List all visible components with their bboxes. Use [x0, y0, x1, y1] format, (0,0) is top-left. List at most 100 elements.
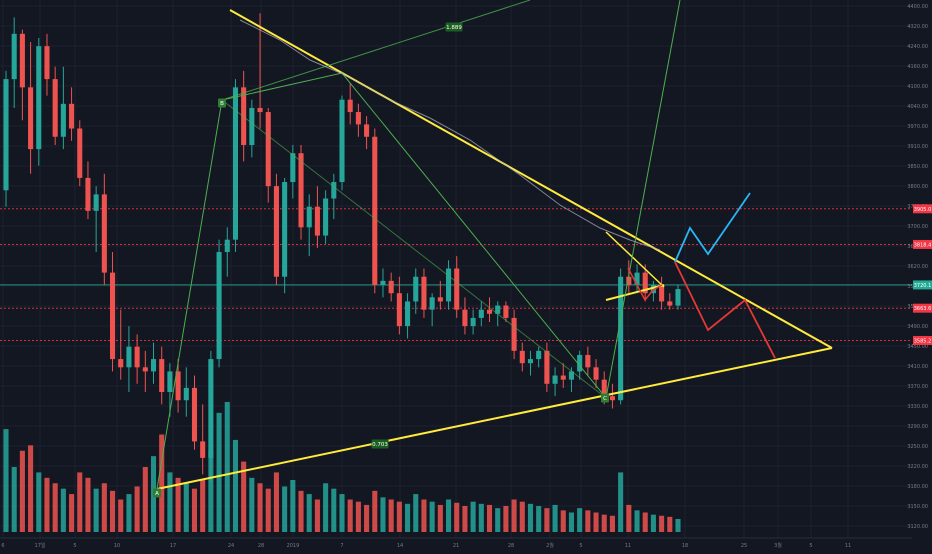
time-tick-label: 17 [170, 543, 176, 549]
fib-upper-line [221, 0, 531, 101]
candle-body [544, 350, 550, 384]
volume-bar [421, 499, 427, 532]
price-tag-label: 3585.2 [914, 338, 932, 344]
volume-bar [503, 506, 509, 532]
time-tick-label: 18 [682, 543, 688, 549]
time-tick-label: 5 [809, 543, 812, 549]
volume-bar [257, 483, 263, 532]
volume-bar [364, 504, 370, 532]
time-tick-label: 21 [453, 543, 459, 549]
time-axis[interactable]: 6 17일 5 10 17 24 28 2019 7 14 21 28 2월 5 11 18 25 3월 5 11 [0, 537, 912, 549]
candle-body [134, 346, 140, 368]
candle-body [364, 124, 370, 137]
volume-bar [380, 497, 386, 532]
candle-body [224, 239, 230, 253]
candle-body [150, 359, 157, 372]
candle-body [405, 301, 411, 327]
price-tick-label: 3150.00 [907, 504, 928, 510]
volume-bar [200, 480, 206, 532]
volume-bar [331, 488, 337, 532]
volume-bar [527, 503, 534, 532]
price-tick-label: 3370.00 [907, 384, 928, 390]
candle-body [511, 317, 517, 351]
candle-body [527, 359, 534, 364]
price-tag-label: 3818.4 [914, 242, 932, 248]
volume-bar [85, 477, 91, 532]
candle-body [355, 112, 361, 125]
volume-bar [609, 515, 615, 532]
price-tick-label: 3410.00 [907, 364, 928, 370]
volume-bar [413, 494, 419, 532]
candle-body [11, 33, 17, 80]
candle-body [142, 367, 148, 372]
time-tick-label: 14 [397, 543, 403, 549]
volume-bar [536, 506, 542, 532]
candle-body [339, 99, 345, 183]
price-tick-label: 4160.00 [907, 64, 928, 70]
candle-body [454, 268, 460, 310]
volume-bar [495, 508, 501, 532]
drawings [156, 0, 833, 490]
fib-ratio-label: 1.889 [446, 25, 462, 31]
candle-body [380, 280, 386, 285]
candle-body [601, 379, 607, 397]
volume-bar [486, 504, 493, 532]
volume-bar [167, 472, 173, 532]
pivot-badge [601, 393, 609, 403]
candle-body [282, 182, 288, 277]
price-tick-label: 4320.00 [907, 24, 928, 30]
price-tick-label: 3330.00 [907, 404, 928, 410]
flag-upper-line [605, 231, 665, 288]
candle-body [208, 359, 214, 458]
candle-body [413, 276, 419, 302]
time-tick-label: 28 [508, 543, 514, 549]
time-tick-label: 3월 [774, 542, 782, 549]
fib-ratio-label: 0.703 [372, 442, 388, 448]
volume-bar [183, 483, 189, 532]
candle-body [347, 99, 353, 113]
time-tick-label: 2월 [546, 542, 554, 549]
volume-bar [544, 508, 550, 532]
candle-body [69, 103, 75, 129]
candle-body [585, 354, 591, 368]
time-tick-label: 7 [340, 543, 343, 549]
time-tick-label: 25 [741, 543, 747, 549]
price-tick-label: 4240.00 [907, 44, 928, 50]
candle-body [249, 107, 255, 145]
pivot-label: C [603, 396, 607, 402]
price-tick-label: 3850.00 [907, 164, 928, 170]
candle-body [118, 359, 124, 368]
candle-body [183, 387, 189, 401]
candle-body [536, 350, 542, 360]
volume-bar [454, 502, 460, 532]
time-tick-label: 2019 [287, 543, 300, 549]
volume-bar [241, 461, 247, 532]
candle-body [77, 128, 83, 178]
candle-body [421, 276, 427, 310]
candle-body [577, 354, 583, 372]
volume-bar [191, 488, 198, 532]
volume-bar [314, 499, 320, 532]
volume-bar [175, 477, 181, 532]
candle-body [200, 441, 206, 458]
volume-bar [396, 501, 402, 532]
volume-bar [347, 499, 353, 532]
candle-body [257, 107, 263, 113]
candle-body [19, 33, 25, 88]
time-tick-label: 17일 [35, 542, 46, 549]
time-tick-label: 5 [73, 543, 76, 549]
volume-bar [323, 483, 329, 532]
candle-body [191, 387, 198, 442]
volume-bars [3, 402, 681, 532]
volume-bar [601, 514, 607, 532]
volume-bar [134, 486, 140, 532]
price-tag-box [913, 303, 932, 313]
volume-bar [273, 472, 279, 532]
candle-body [552, 375, 558, 384]
grid-lines [0, 0, 912, 538]
volume-bar [298, 490, 304, 532]
candle-body [437, 297, 443, 302]
